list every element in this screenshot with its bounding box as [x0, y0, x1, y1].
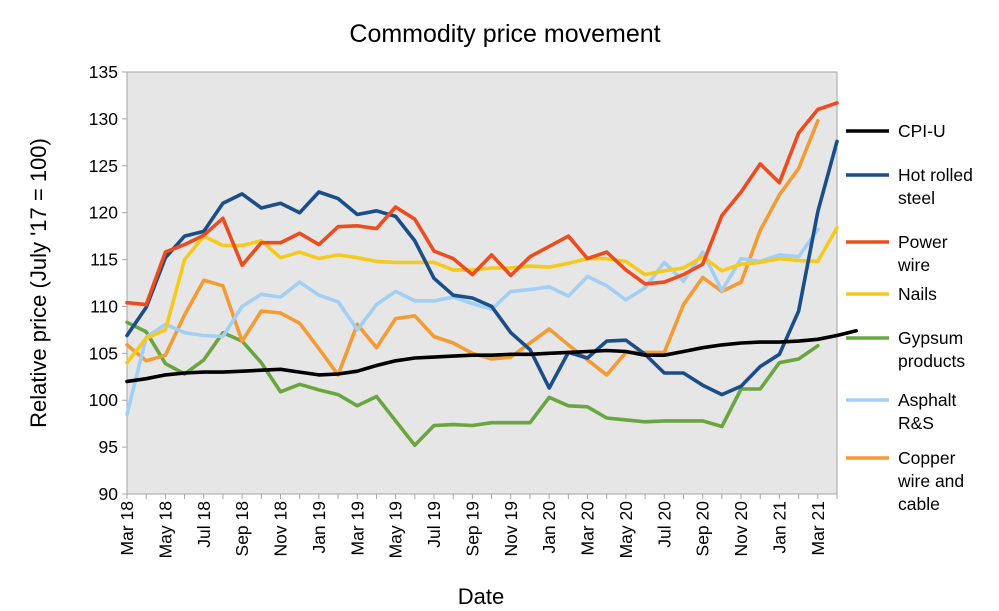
y-tick-label: 130 — [89, 109, 118, 129]
x-tick-label: Nov 18 — [271, 501, 291, 556]
y-tick-label: 115 — [90, 250, 118, 270]
x-tick-label: Jan 19 — [309, 501, 329, 554]
y-tick-label: 100 — [89, 390, 118, 410]
x-tick-label: Mar 19 — [347, 501, 367, 555]
x-tick-label: Jan 21 — [769, 501, 789, 554]
legend-label: products — [898, 351, 965, 371]
x-tick-label: Sep 19 — [462, 501, 482, 556]
y-tick-label: 90 — [99, 484, 119, 504]
y-tick-label: 105 — [89, 343, 118, 363]
series-line-5 — [125, 227, 820, 417]
x-tick-label: Mar 20 — [578, 501, 598, 556]
series-line-6 — [125, 119, 820, 377]
series-line-2 — [125, 101, 839, 307]
x-tick-label: Jul 18 — [194, 501, 214, 548]
x-axis-label: Date — [458, 584, 504, 609]
y-axis: 90 95 100 105 110 115 120 125 130 135 — [89, 62, 127, 504]
x-tick-label: Jul 20 — [654, 501, 674, 548]
x-tick-label: Jul 19 — [424, 501, 444, 548]
x-tick-label: Jan 20 — [539, 501, 559, 554]
legend-label: Hot rolled — [898, 165, 973, 185]
legend-label: Nails — [898, 284, 937, 304]
y-tick-label: 110 — [90, 296, 118, 316]
series-lines — [125, 101, 859, 448]
x-tick-label: May 18 — [155, 501, 175, 558]
legend-label: R&S — [898, 413, 934, 433]
plot-area — [126, 71, 838, 495]
x-tick-label: Sep 20 — [693, 501, 713, 557]
y-axis-label: Relative price (July '17 = 100) — [26, 138, 51, 428]
legend-label: Copper — [898, 448, 956, 468]
legend-label: cable — [898, 494, 940, 514]
legend-label: wire — [897, 255, 930, 275]
legend-label: Gypsum — [898, 328, 963, 348]
x-tick-label: May 19 — [386, 501, 406, 558]
legend-label: wire and — [897, 471, 964, 491]
legend-label: steel — [898, 188, 935, 208]
chart-title: Commodity price movement — [349, 20, 660, 48]
series-line-1 — [125, 139, 839, 397]
legend-label: Power — [898, 232, 948, 252]
y-tick-label: 120 — [89, 203, 118, 223]
series-line-0 — [125, 328, 859, 384]
x-tick-label: Mar 18 — [117, 501, 137, 555]
y-tick-label: 125 — [89, 156, 118, 176]
series-line-3 — [125, 225, 839, 365]
y-tick-label: 135 — [89, 62, 118, 82]
x-tick-label: Sep 18 — [232, 501, 252, 556]
x-tick-label: Mar 21 — [808, 501, 828, 555]
legend-label: Asphalt — [898, 390, 957, 410]
x-tick-label: May 20 — [616, 501, 636, 559]
x-axis: Mar 18 May 18 Jul 18 Sep 18 Nov 18 Jan 19 Mar … — [117, 494, 838, 559]
legend-label: CPI-U — [898, 121, 946, 141]
y-tick-label: 95 — [99, 437, 118, 457]
x-tick-label: Nov 19 — [501, 501, 521, 556]
legend: CPI-U Hot rolled steel Power wire Nails Gypsum… — [846, 121, 973, 514]
x-tick-label: Nov 20 — [731, 501, 751, 557]
